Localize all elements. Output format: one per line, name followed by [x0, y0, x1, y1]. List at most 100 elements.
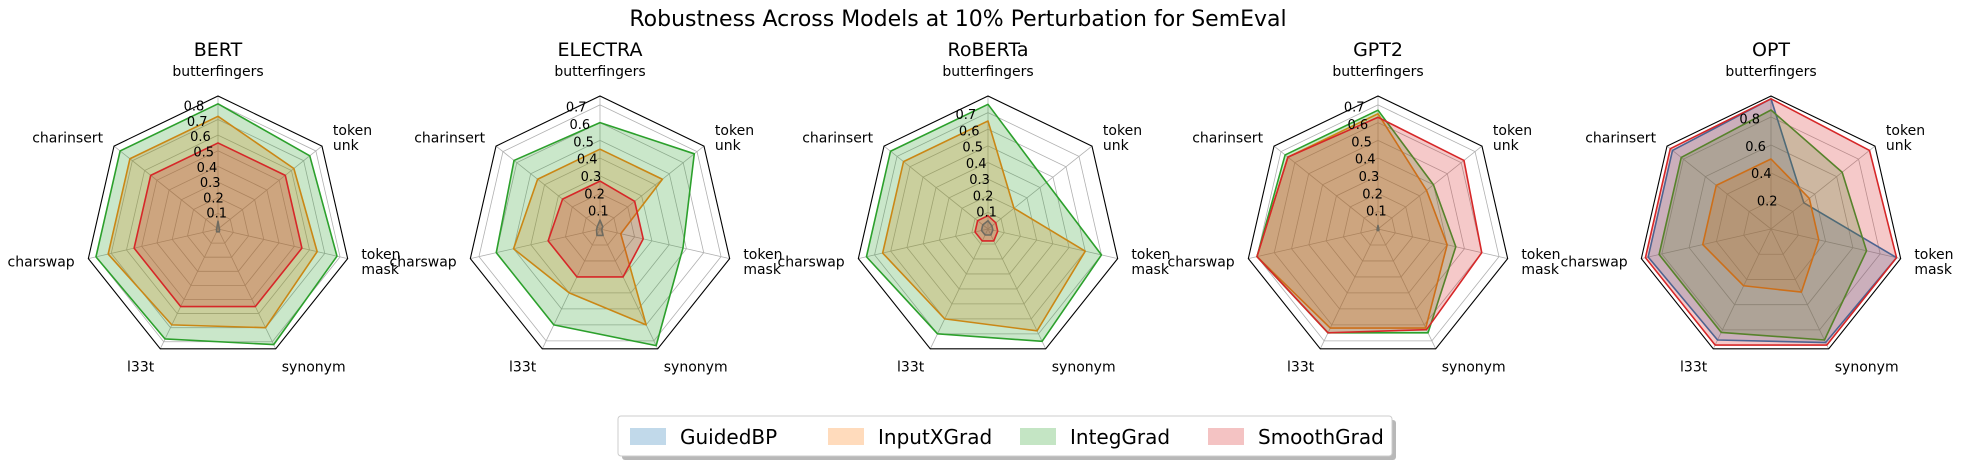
- axis-label: charinsert: [1192, 130, 1263, 146]
- grid-ring: [171, 181, 265, 272]
- grid-ring: [1325, 175, 1431, 278]
- grid-ring: [187, 197, 249, 258]
- spoke: [883, 145, 989, 230]
- grid-ring: [906, 145, 1070, 305]
- axis-label: token unk: [333, 123, 372, 154]
- series-line-integgrad: [495, 121, 696, 347]
- axis-label: synonym: [282, 359, 346, 375]
- spoke: [599, 228, 659, 350]
- series-area-integgrad: [95, 103, 337, 345]
- axis-label: token unk: [1103, 123, 1142, 154]
- radial-tick-label: 0.3: [581, 170, 602, 185]
- radial-tick-label: 0.3: [1359, 170, 1380, 185]
- series-area-guidedbp: [1648, 98, 1897, 343]
- spoke: [1770, 228, 1830, 350]
- axis-label: butterfingers: [942, 64, 1033, 80]
- spoke: [1273, 145, 1379, 230]
- radial-tick-label: 0.7: [566, 101, 587, 116]
- chart-title: Robustness Across Models at 10% Perturba…: [629, 7, 1286, 32]
- legend-swatch-smoothgrad: [1208, 428, 1244, 445]
- grid-ring: [156, 165, 280, 286]
- radar-panel-bert: 0.10.20.30.40.50.60.70.8 butterfingers tok…: [8, 39, 401, 375]
- radial-tick-label: 0.2: [203, 191, 224, 206]
- grid-ring: [126, 134, 310, 314]
- series-area-smoothgrad: [134, 142, 302, 307]
- series-area-smoothgrad: [975, 215, 998, 241]
- axis-label: synonym: [1052, 359, 1116, 375]
- grid-ring: [874, 112, 1102, 335]
- panel-title: ELECTRA: [558, 39, 643, 61]
- series-line-smoothgrad: [1644, 98, 1898, 346]
- axis-label: charswap: [1561, 255, 1628, 271]
- grid-ring: [495, 122, 705, 326]
- grid-ring: [1308, 157, 1448, 294]
- radar-panels: 0.10.20.30.40.50.60.70.8butterfingerstok…: [8, 39, 1954, 375]
- axis-label: token unk: [1886, 123, 1925, 154]
- grid-ring: [1256, 104, 1500, 342]
- spoke: [495, 145, 601, 230]
- spoke: [159, 228, 219, 350]
- grid-ring: [582, 210, 618, 246]
- series-line-inputxgrad: [881, 120, 1087, 332]
- series-area-integgrad: [1256, 110, 1456, 333]
- series-line-integgrad: [95, 103, 338, 346]
- legend-label-inputxgrad: InputXGrad: [878, 425, 992, 449]
- axis-label: token mask: [743, 247, 782, 278]
- spoke: [1377, 228, 1508, 259]
- radial-tick-label: 0.8: [184, 100, 205, 115]
- series-line-smoothgrad: [547, 180, 645, 278]
- spoke: [987, 228, 1118, 259]
- axis-label: charinsert: [1585, 130, 1656, 146]
- radar-panel-opt: 0.2 0.4 0.6 0.8 butterfingers token unk token ma…: [1561, 39, 1954, 375]
- axis-label: butterfingers: [554, 64, 645, 80]
- grid-ring: [564, 193, 636, 262]
- axis-label: token unk: [1493, 123, 1532, 154]
- series-area-smoothgrad: [1645, 98, 1897, 346]
- axis-label: l33t: [1287, 359, 1315, 375]
- series-area-inputxgrad: [513, 149, 663, 325]
- series-area-integgrad: [866, 104, 1102, 342]
- grid-ring: [1291, 139, 1465, 310]
- axis-label: token mask: [1914, 247, 1953, 278]
- axis-label: butterfingers: [1725, 64, 1816, 80]
- outer-frame: [857, 95, 1119, 350]
- axis-label: l33t: [127, 359, 155, 375]
- series-area-smoothgrad: [1256, 117, 1482, 333]
- series-area-smoothgrad: [548, 181, 644, 277]
- grid-ring: [141, 150, 295, 300]
- legend-label-smoothgrad: SmoothGrad: [1258, 425, 1384, 449]
- radial-tick-label: 0.6: [1348, 118, 1369, 133]
- series-area-integgrad: [496, 122, 695, 346]
- grid-ring: [890, 128, 1086, 320]
- legend-label-guidedbp: GuidedBP: [680, 425, 777, 449]
- spoke: [1666, 145, 1772, 230]
- radial-tick-label: 0.7: [955, 108, 976, 123]
- axis-label: charswap: [778, 255, 845, 271]
- radial-tick-label: 0.5: [962, 141, 983, 156]
- series-line-guidedbp: [980, 219, 994, 236]
- grid-ring: [922, 162, 1054, 290]
- series-area-inputxgrad: [882, 120, 1086, 331]
- axis-label: charswap: [1168, 255, 1235, 271]
- panel-title: OPT: [1752, 39, 1790, 61]
- radial-tick-label: 0.3: [969, 173, 990, 188]
- axis-label: l33t: [897, 359, 925, 375]
- spoke: [88, 228, 219, 259]
- spoke: [929, 228, 989, 350]
- grid-ring: [1342, 193, 1414, 262]
- outer-frame: [1640, 95, 1902, 350]
- spoke: [217, 228, 277, 350]
- series-line-integgrad: [1256, 109, 1457, 334]
- axis-label: token mask: [361, 247, 400, 278]
- axis-label: token mask: [1131, 247, 1170, 278]
- spoke: [1641, 228, 1772, 259]
- outer-frame: [87, 95, 349, 350]
- axis-label: synonym: [1442, 359, 1506, 375]
- grid-ring: [971, 211, 1005, 245]
- radar-panel-roberta: 0.1 0.20.30.40.5 0.60.7 butterfingers token u…: [778, 39, 1171, 375]
- radial-tick-label: 0.1: [1366, 205, 1387, 220]
- series-line-inputxgrad: [1701, 158, 1820, 293]
- spoke: [1319, 228, 1379, 350]
- radial-tick-label: 0.2: [1362, 187, 1383, 202]
- grid-ring: [1360, 210, 1396, 246]
